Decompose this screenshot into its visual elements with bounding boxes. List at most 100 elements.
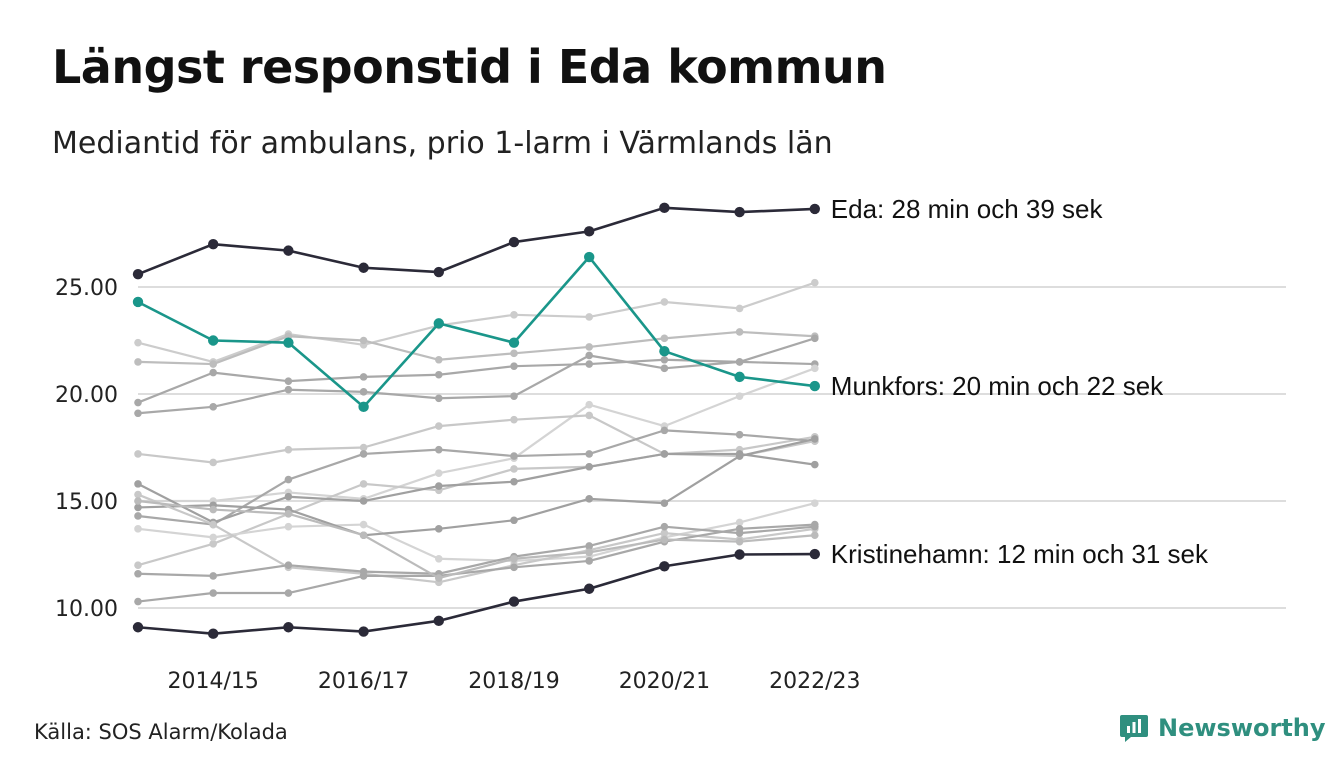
series-background-line (137, 354, 815, 415)
series-background-point (284, 492, 293, 501)
series-background-point (585, 400, 593, 409)
series-background-point (811, 499, 819, 507)
series-background-line (138, 367, 816, 503)
series-background (134, 450, 819, 527)
series-background-point (735, 452, 744, 460)
series-background-point (510, 554, 518, 563)
series-background-point (359, 388, 368, 396)
series-background-point (510, 477, 518, 486)
series-background-point (209, 520, 217, 529)
series-background-point (735, 430, 744, 439)
series-background-point (735, 525, 744, 533)
brand-name: Newsworthy (1158, 714, 1326, 742)
series-background (134, 278, 819, 366)
series-background-point (134, 480, 142, 488)
series-background-point (209, 540, 217, 548)
series-highlight-point (208, 335, 219, 346)
y-tick-label: 25.00 (55, 276, 118, 301)
x-tick-label: 2014/15 (167, 669, 258, 694)
series-highlight-point (208, 239, 219, 250)
series-background-point (359, 373, 368, 381)
series-background-point (284, 385, 293, 394)
series-background-point (134, 597, 142, 606)
series-background-point (585, 313, 593, 321)
series-background-point (660, 522, 669, 531)
series-highlight-line (137, 552, 815, 635)
series-background-point (134, 398, 142, 407)
series-background-point (585, 548, 593, 557)
series-background-point (660, 355, 669, 364)
series-background-point (209, 589, 217, 597)
series-highlight (132, 202, 820, 280)
series-background-point (811, 334, 819, 343)
series-background-point (585, 351, 593, 360)
series-background-point (735, 358, 744, 366)
series-background-point (660, 426, 669, 435)
series-background-point (134, 525, 142, 533)
series-background-point (134, 409, 142, 418)
series-background-point (811, 364, 819, 373)
series-background-point (359, 572, 368, 580)
series-highlight-point (508, 236, 520, 248)
series-background-point (585, 343, 593, 351)
series-highlight-point (584, 226, 595, 237)
series-background-point (811, 435, 819, 443)
series-background-line (137, 452, 815, 524)
series-highlight-point (734, 371, 745, 383)
series-background (134, 426, 819, 529)
series-background-point (435, 394, 443, 403)
series-background-point (510, 452, 518, 460)
series-highlight-point (734, 549, 745, 560)
series-background-point (660, 298, 669, 306)
source-note: Källa: SOS Alarm/Kolada (34, 720, 288, 744)
series-highlight-point (659, 202, 670, 214)
series-background-point (134, 512, 142, 520)
series-background-point (510, 349, 518, 358)
y-tick-label: 20.00 (55, 383, 118, 408)
series-background-point (585, 495, 593, 503)
series-background-point (359, 450, 368, 458)
series-background-line (137, 523, 815, 603)
series-background-point (284, 510, 293, 518)
series-background-point (359, 531, 368, 540)
series-highlight-point (208, 628, 219, 639)
series-background-point (284, 377, 293, 385)
series-background-point (811, 278, 819, 287)
series-background-point (510, 415, 518, 424)
series-background-point (510, 362, 518, 370)
series-background-point (811, 460, 819, 469)
series-highlight-point (809, 380, 820, 392)
series-background-point (134, 497, 142, 505)
series-background-point (209, 458, 217, 467)
series-highlight-point (433, 615, 444, 627)
series-background-point (811, 531, 819, 540)
series-background-line (137, 499, 815, 580)
series-background-point (359, 336, 368, 345)
series-background-point (735, 328, 744, 336)
brand-logo: Newsworthy (1118, 712, 1326, 744)
series-background-point (435, 355, 443, 364)
series-background-line (137, 337, 816, 404)
series-background-point (209, 505, 217, 514)
series-background (134, 497, 819, 582)
series-background-point (359, 480, 368, 488)
series-background-point (359, 497, 368, 505)
series-highlight-point (809, 548, 820, 560)
series-background (134, 437, 819, 569)
series-background-point (134, 490, 142, 499)
series-highlight-point (584, 251, 595, 263)
series-background-point (585, 542, 593, 550)
series-background-point (735, 304, 744, 313)
series-background-point (585, 450, 593, 458)
series-highlight (132, 251, 820, 413)
series-background-point (209, 572, 217, 580)
series-background-point (585, 557, 593, 565)
series-background-point (510, 465, 518, 473)
series-background-point (134, 503, 142, 512)
chart-subtitle: Mediantid för ambulans, prio 1-larm i Vä… (52, 126, 833, 161)
series-background-point (435, 525, 443, 533)
series-highlight-point (283, 245, 294, 256)
line-chart: 10.00 15.00 20.00 25.00 2014/15 2016/17 2018/1… (55, 194, 1286, 694)
series-background-point (811, 520, 819, 529)
series-background-point (585, 360, 593, 368)
